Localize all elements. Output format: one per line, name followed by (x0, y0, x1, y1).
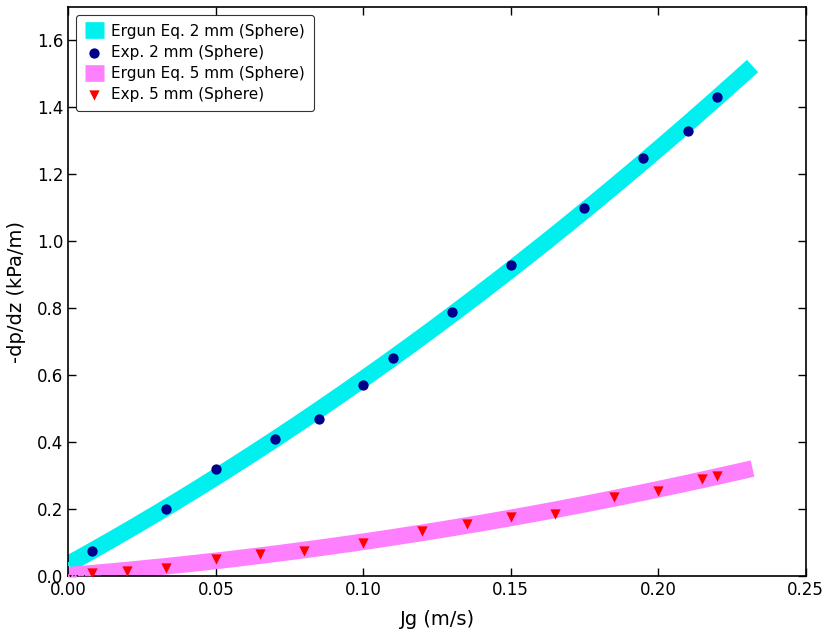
Exp. 2 mm (Sphere) (637, 153, 650, 163)
Exp. 2 mm (Sphere) (86, 546, 99, 556)
X-axis label: Jg (m/s): Jg (m/s) (400, 610, 475, 629)
Exp. 5 mm (Sphere) (86, 568, 99, 578)
Exp. 5 mm (Sphere) (253, 550, 267, 560)
Ergun Eq. 5 mm (Sphere) (578, 501, 588, 508)
Exp. 2 mm (Sphere) (268, 434, 282, 444)
Exp. 5 mm (Sphere) (159, 563, 172, 573)
Ergun Eq. 2 mm (Sphere) (578, 208, 588, 216)
Exp. 2 mm (Sphere) (386, 354, 400, 364)
Ergun Eq. 2 mm (Sphere) (748, 62, 758, 70)
Exp. 2 mm (Sphere) (445, 307, 459, 317)
Ergun Eq. 2 mm (Sphere) (373, 365, 383, 373)
Ergun Eq. 5 mm (Sphere) (373, 536, 383, 543)
Ergun Eq. 5 mm (Sphere) (63, 571, 73, 579)
Legend: Ergun Eq. 2 mm (Sphere), Exp. 2 mm (Sphere), Ergun Eq. 5 mm (Sphere), Exp. 5 mm : Ergun Eq. 2 mm (Sphere), Exp. 2 mm (Sphe… (76, 15, 314, 111)
Ergun Eq. 5 mm (Sphere) (748, 465, 758, 473)
Ergun Eq. 2 mm (Sphere) (184, 490, 194, 497)
Line: Ergun Eq. 5 mm (Sphere): Ergun Eq. 5 mm (Sphere) (68, 469, 753, 575)
Exp. 5 mm (Sphere) (120, 566, 134, 576)
Exp. 5 mm (Sphere) (711, 471, 724, 481)
Exp. 5 mm (Sphere) (548, 509, 562, 519)
Exp. 2 mm (Sphere) (681, 126, 695, 136)
Ergun Eq. 5 mm (Sphere) (466, 521, 476, 529)
Ergun Eq. 5 mm (Sphere) (184, 560, 194, 567)
Exp. 5 mm (Sphere) (297, 546, 311, 556)
Exp. 5 mm (Sphere) (504, 513, 518, 523)
Ergun Eq. 2 mm (Sphere) (239, 455, 249, 463)
Exp. 5 mm (Sphere) (607, 492, 621, 502)
Exp. 5 mm (Sphere) (356, 537, 370, 548)
Ergun Eq. 5 mm (Sphere) (520, 511, 530, 519)
Exp. 5 mm (Sphere) (209, 554, 223, 564)
Exp. 5 mm (Sphere) (652, 486, 665, 496)
Line: Ergun Eq. 2 mm (Sphere): Ergun Eq. 2 mm (Sphere) (68, 66, 753, 564)
Ergun Eq. 2 mm (Sphere) (466, 296, 476, 303)
Ergun Eq. 5 mm (Sphere) (239, 554, 249, 562)
Exp. 2 mm (Sphere) (356, 380, 370, 391)
Exp. 2 mm (Sphere) (159, 504, 172, 515)
Ergun Eq. 2 mm (Sphere) (63, 560, 73, 568)
Exp. 5 mm (Sphere) (460, 519, 473, 529)
Exp. 2 mm (Sphere) (711, 92, 724, 102)
Exp. 2 mm (Sphere) (504, 259, 518, 270)
Exp. 2 mm (Sphere) (312, 413, 326, 424)
Exp. 2 mm (Sphere) (578, 203, 591, 213)
Exp. 5 mm (Sphere) (696, 474, 709, 484)
Exp. 5 mm (Sphere) (416, 526, 429, 536)
Y-axis label: -dp/dz (kPa/m): -dp/dz (kPa/m) (7, 221, 26, 363)
Ergun Eq. 2 mm (Sphere) (520, 254, 530, 262)
Exp. 2 mm (Sphere) (209, 464, 223, 474)
